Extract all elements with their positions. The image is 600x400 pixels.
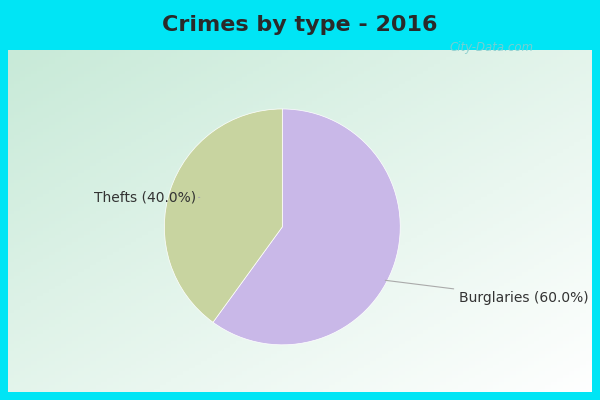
Text: Thefts (40.0%): Thefts (40.0%) [94,190,200,204]
Text: Burglaries (60.0%): Burglaries (60.0%) [385,280,589,305]
Wedge shape [213,109,400,345]
Wedge shape [164,109,283,322]
Text: Crimes by type - 2016: Crimes by type - 2016 [162,15,438,35]
Text: City-Data.com: City-Data.com [450,42,534,54]
